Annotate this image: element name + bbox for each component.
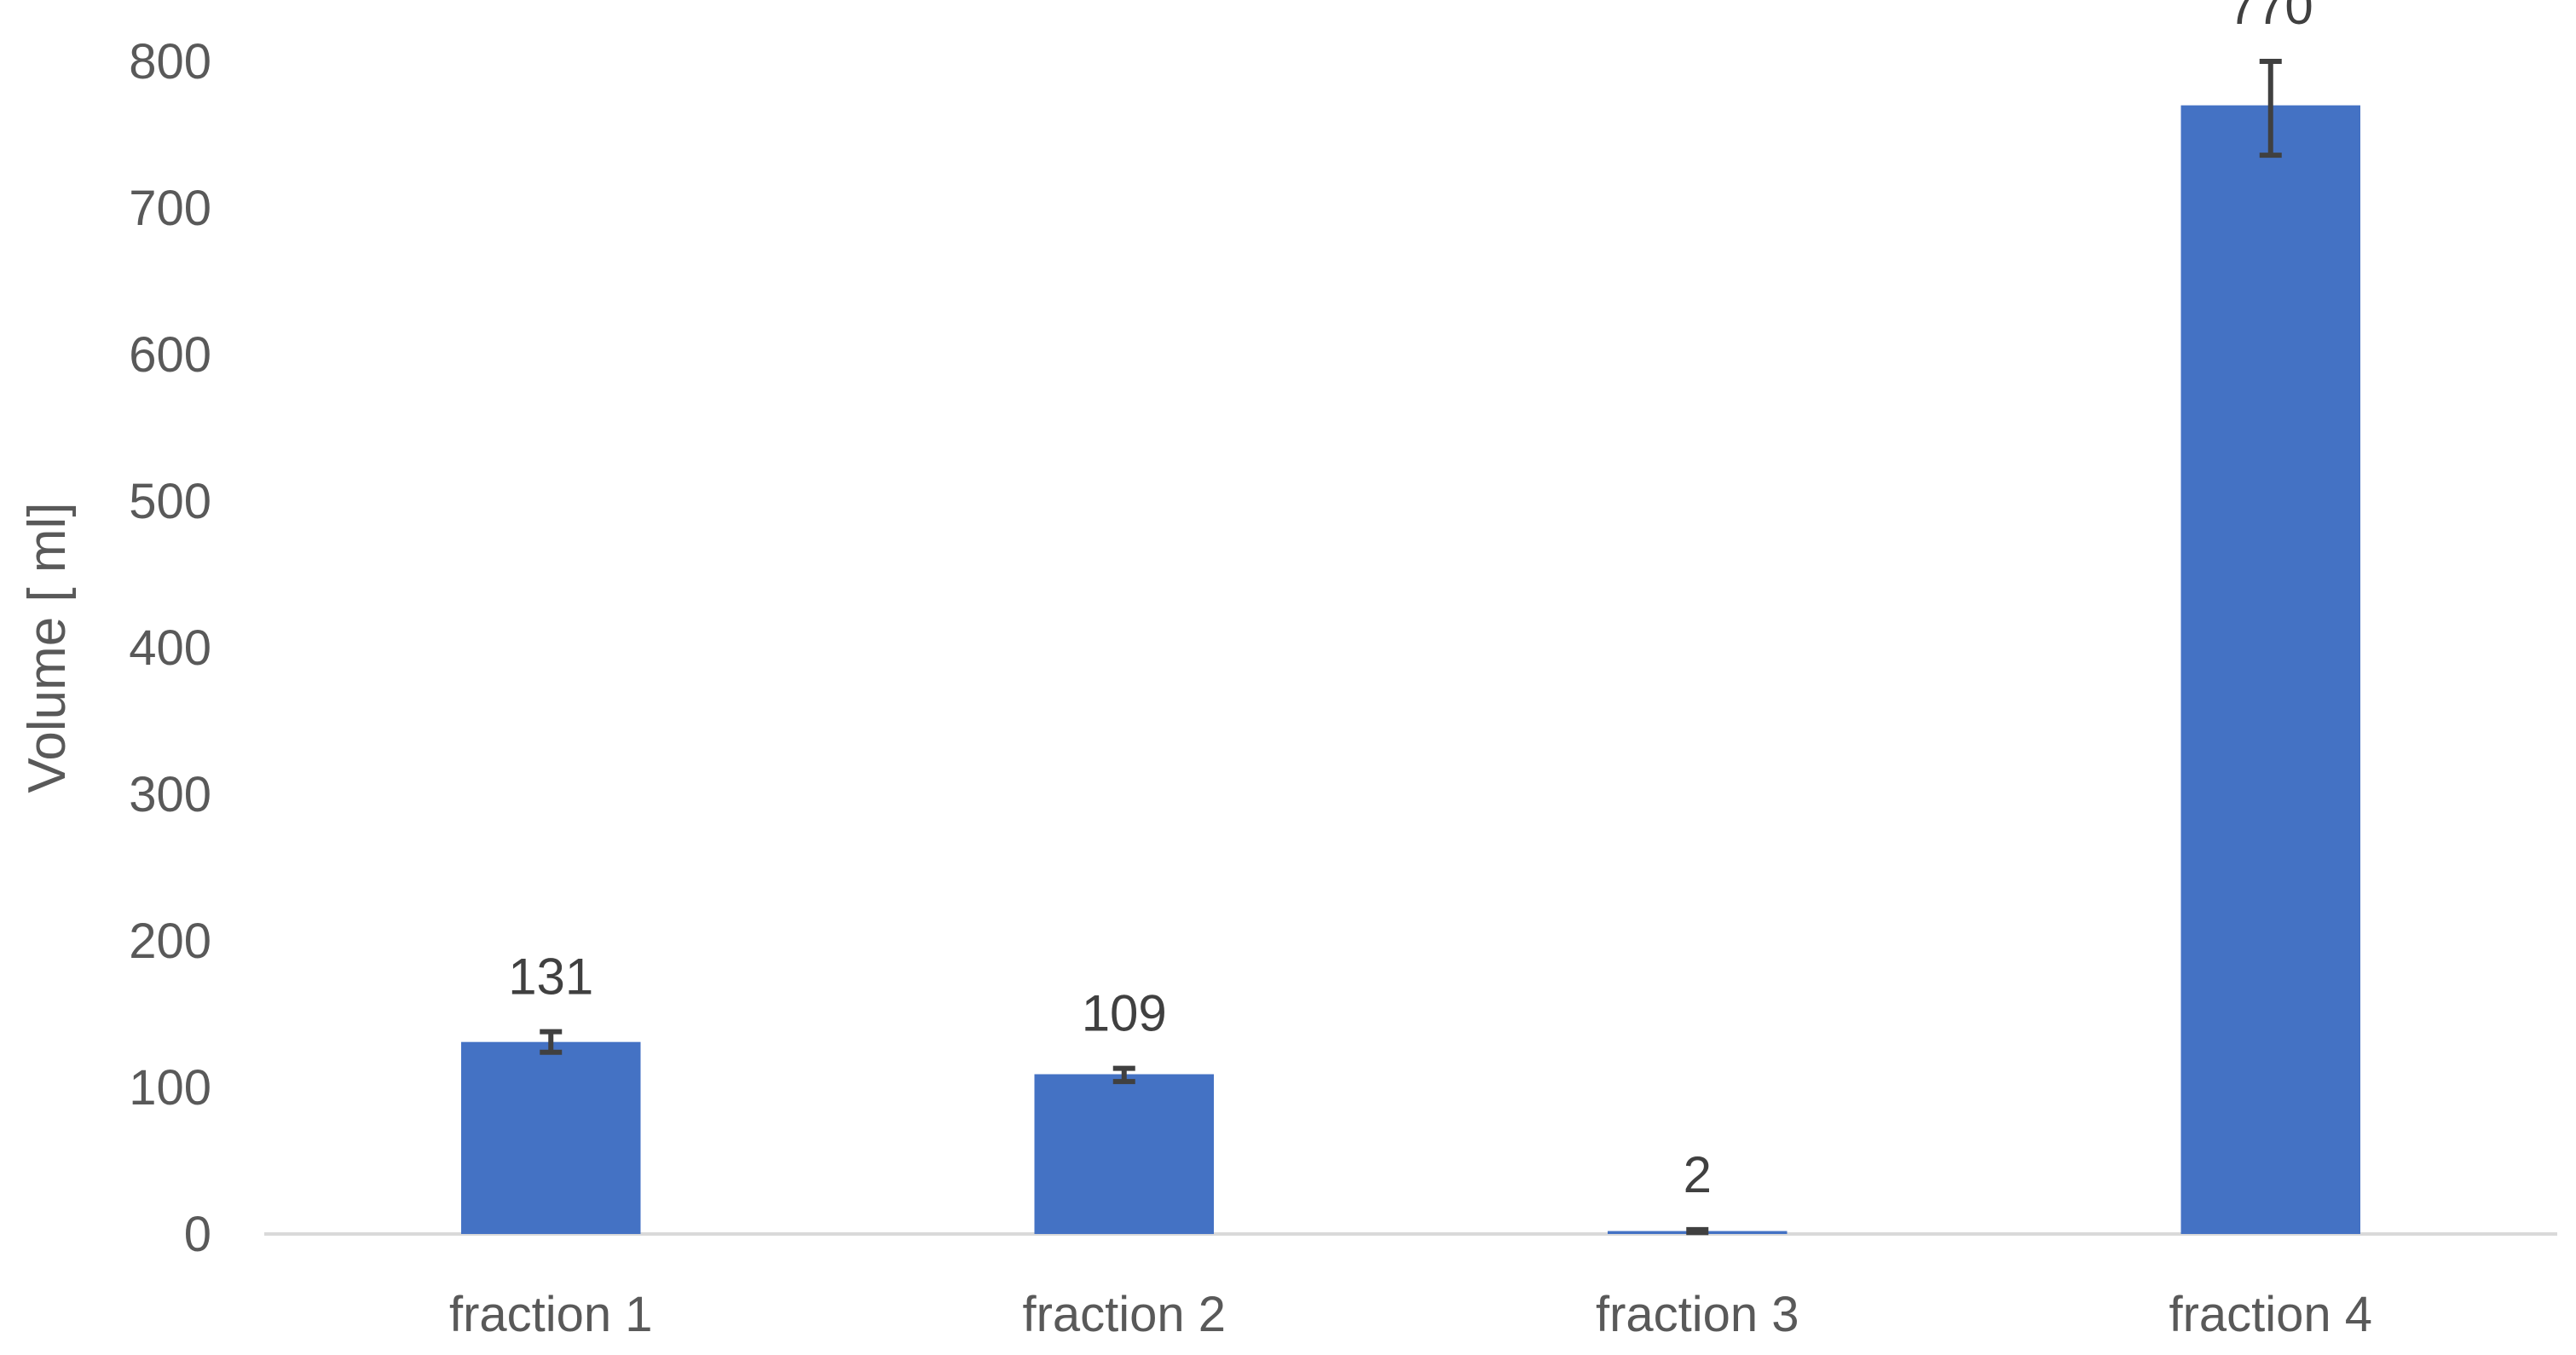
x-tick-label: fraction 3	[1596, 1287, 1799, 1342]
x-tick-label: fraction 1	[449, 1287, 653, 1342]
data-label: 131	[508, 948, 593, 1006]
y-tick-label: 300	[129, 767, 211, 822]
bars	[461, 105, 2360, 1235]
data-label: 109	[1082, 985, 1167, 1042]
x-tick-label: fraction 4	[2169, 1287, 2372, 1342]
data-labels: 131 109 2 770	[508, 0, 2313, 1203]
bar	[2180, 105, 2360, 1235]
y-tick-label: 400	[129, 620, 211, 676]
bar	[461, 1041, 641, 1234]
y-tick-label: 500	[129, 474, 211, 529]
data-label: 770	[2228, 0, 2313, 35]
y-tick-label: 100	[129, 1060, 211, 1116]
x-tick-label: fraction 2	[1022, 1287, 1226, 1342]
error-bar	[540, 1029, 563, 1055]
y-axis-title: Volume [ ml]	[18, 502, 77, 793]
x-tick-labels: fraction 1 fraction 2 fraction 3 fraction 4	[449, 1287, 2372, 1342]
data-label: 2	[1684, 1146, 1712, 1203]
y-tick-label: 700	[129, 181, 211, 236]
error-bar	[2259, 59, 2282, 159]
error-bar	[1112, 1065, 1135, 1085]
y-tick-label: 200	[129, 914, 211, 969]
bar	[1034, 1074, 1214, 1234]
y-tick-label: 0	[184, 1207, 211, 1262]
error-bar	[1686, 1226, 1709, 1236]
y-tick-labels: 0 100 200 300 400 500 600 700 800	[129, 34, 211, 1262]
error-bars	[540, 59, 2282, 1236]
y-tick-label: 800	[129, 34, 211, 89]
y-tick-label: 600	[129, 327, 211, 383]
